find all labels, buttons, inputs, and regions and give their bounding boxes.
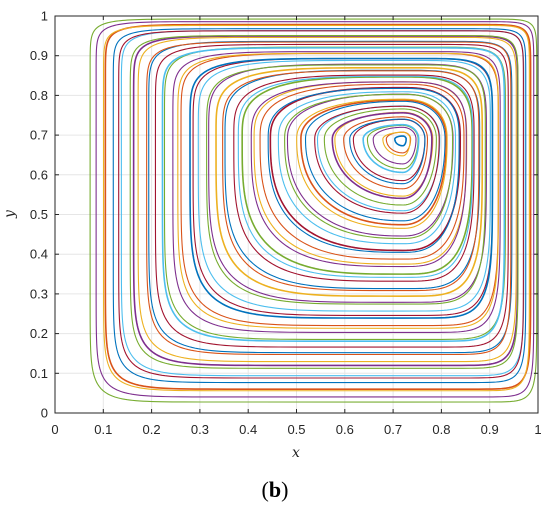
x-tick-label: 0.2	[143, 422, 161, 437]
streamline	[349, 118, 426, 185]
streamline	[323, 108, 437, 206]
y-tick-label: 0.3	[30, 286, 48, 301]
x-tick-label: 0.8	[432, 422, 450, 437]
streamline	[343, 116, 429, 190]
streamline	[382, 131, 411, 157]
y-tick-label: 1	[41, 9, 48, 24]
streamline	[314, 105, 440, 214]
streamline	[197, 59, 492, 312]
streamline	[146, 41, 512, 356]
streamline	[172, 51, 501, 334]
streamline	[206, 64, 486, 305]
streamline	[89, 18, 538, 403]
streamline	[112, 28, 527, 384]
streamline	[180, 52, 499, 327]
streamline	[296, 98, 448, 229]
panel-label-letter: b	[269, 477, 281, 502]
streamline	[362, 123, 420, 174]
y-tick-label: 0.8	[30, 88, 48, 103]
streamline	[154, 43, 509, 348]
panel-label: (b)	[262, 477, 289, 502]
y-tick-label: 0.9	[30, 48, 48, 63]
streamline	[132, 35, 519, 367]
y-tick-label: 0.7	[30, 128, 48, 143]
x-tick-label: 0.5	[287, 422, 305, 437]
streamline	[215, 66, 484, 297]
streamline	[129, 35, 519, 369]
streamline	[304, 100, 446, 222]
streamline	[284, 93, 454, 240]
y-tick-label: 0	[41, 406, 48, 421]
streamline	[222, 70, 480, 292]
y-axis-label: y	[2, 209, 18, 219]
y-tick-label: 0.2	[30, 326, 48, 341]
y-tick-label: 0.5	[30, 207, 48, 222]
streamline	[104, 23, 532, 390]
streamline	[102, 24, 530, 392]
streamline	[237, 75, 474, 278]
x-tick-label: 0.6	[336, 422, 354, 437]
x-tick-label: 0	[51, 422, 58, 437]
streamline	[177, 52, 499, 329]
streamline	[372, 126, 417, 165]
streamline	[137, 36, 517, 363]
x-tick-label: 1	[534, 422, 541, 437]
y-tick-label: 0.6	[30, 167, 48, 182]
streamline	[300, 99, 448, 226]
panel-label-open: (	[262, 477, 269, 502]
streamline	[95, 21, 535, 398]
x-tick-labels: 0 0.1 0.2 0.3 0.4 0.5 0.6 0.7 0.8 0.9 1	[51, 16, 542, 437]
streamline	[241, 76, 473, 275]
y-tick-label: 0.1	[30, 366, 48, 381]
panel-label-close: )	[281, 477, 288, 502]
x-tick-label: 0.7	[384, 422, 402, 437]
x-tick-label: 0.4	[239, 422, 257, 437]
streamline	[267, 87, 460, 253]
y-tick-labels: 0 0.1 0.2 0.3 0.4 0.5 0.6 0.7 0.8 0.9 1	[30, 9, 538, 421]
streamline	[394, 135, 407, 147]
x-tick-label: 0.9	[481, 422, 499, 437]
streamline	[161, 47, 506, 343]
streamlines-group	[89, 18, 538, 403]
streamline	[277, 91, 457, 245]
streamline	[259, 83, 465, 260]
x-tick-label: 0.1	[94, 422, 112, 437]
streamline	[331, 112, 433, 200]
streamline	[118, 30, 524, 379]
streamline	[250, 81, 467, 268]
x-axis-label: x	[292, 445, 300, 461]
x-tick-label: 0.3	[191, 422, 209, 437]
streamline	[189, 57, 494, 319]
streamline	[233, 74, 475, 282]
y-tick-label: 0.4	[30, 247, 48, 262]
